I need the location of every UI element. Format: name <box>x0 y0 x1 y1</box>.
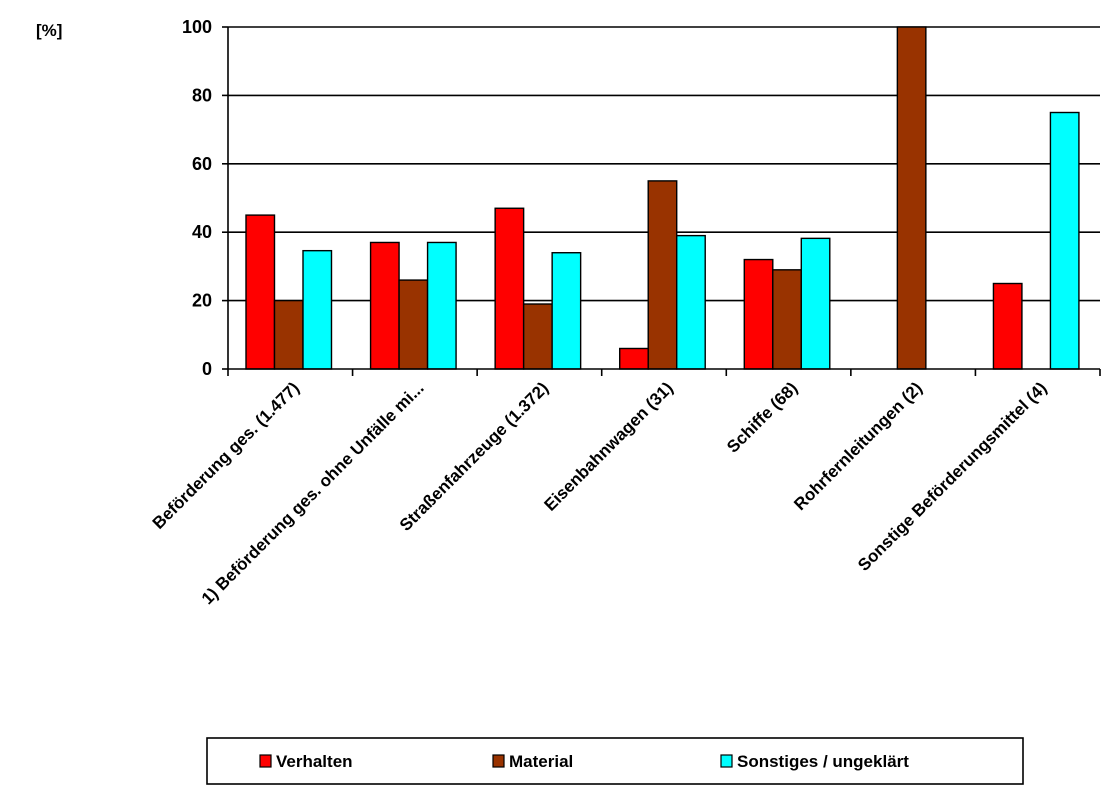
category-label: 1) Beförderung ges. ohne Unfälle mi... <box>198 378 428 608</box>
bar-sonstiges <box>676 234 706 370</box>
category-label: Rohrfernleitungen (2) <box>790 378 926 514</box>
legend-swatch <box>492 754 505 768</box>
bar-verhalten <box>245 214 276 370</box>
category-label: Beförderung ges. (1.477) <box>149 378 303 532</box>
y-tick-labels: 0 20 40 60 80 100 <box>182 17 212 379</box>
bar-material <box>896 26 927 370</box>
bar-verhalten <box>369 241 400 370</box>
bar-sonstiges <box>551 252 582 370</box>
category-label: Schiffe (68) <box>723 378 801 456</box>
y-tick-label: 0 <box>202 359 212 379</box>
bar-material <box>772 269 802 370</box>
y-unit-label: [%] <box>36 21 62 40</box>
y-tick-label: 60 <box>192 154 212 174</box>
category-label: Eisenbahnwagen (31) <box>540 378 676 514</box>
bar-verhalten <box>743 258 774 370</box>
bar-material <box>647 180 678 370</box>
bar-sonstiges <box>426 241 457 370</box>
bar-material <box>398 279 429 370</box>
y-tick-label: 80 <box>192 85 212 105</box>
bar-sonstiges <box>800 237 831 370</box>
bar-sonstiges <box>1049 111 1080 370</box>
gridlines <box>228 26 1100 302</box>
axes <box>222 26 1101 376</box>
y-tick-label: 40 <box>192 222 212 242</box>
y-tick-label: 100 <box>182 17 212 37</box>
bars <box>245 26 1080 370</box>
legend-label: Verhalten <box>276 752 353 771</box>
legend-label: Sonstiges / ungeklärt <box>737 752 909 771</box>
bar-material <box>522 303 553 370</box>
category-label: Straßenfahrzeuge (1.372) <box>396 378 552 534</box>
legend-swatch <box>259 754 272 768</box>
y-tick-label: 20 <box>192 291 212 311</box>
legend-box <box>206 737 1024 785</box>
legend-swatch <box>720 754 733 768</box>
bar-sonstiges <box>302 249 333 370</box>
legend-label: Material <box>509 752 573 771</box>
legend: Verhalten Material Sonstiges / ungeklärt <box>206 737 1024 785</box>
bar-verhalten <box>494 207 525 370</box>
bar-material <box>273 299 304 370</box>
category-labels: Beförderung ges. (1.477)1) Beförderung g… <box>149 378 1051 608</box>
bar-verhalten <box>992 282 1023 370</box>
bar-verhalten <box>619 347 649 370</box>
